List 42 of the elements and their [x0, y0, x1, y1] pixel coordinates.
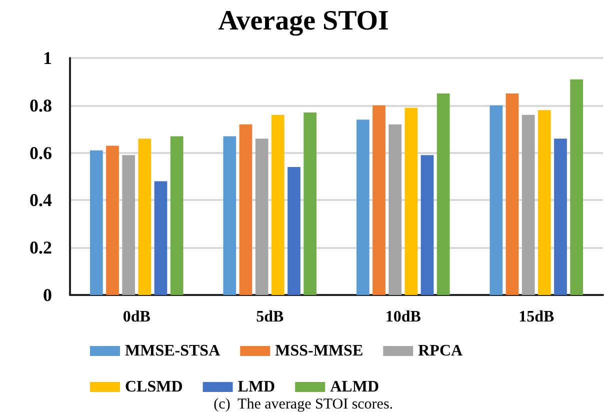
bar: [490, 105, 503, 295]
bar: [506, 94, 519, 295]
bar: [223, 136, 236, 295]
bar: [404, 108, 418, 295]
legend-label: ALMD: [330, 378, 379, 396]
bar: [304, 112, 317, 295]
legend-label: RPCA: [418, 342, 464, 360]
bar: [372, 105, 386, 295]
x-tick-label: 5dB: [256, 308, 284, 326]
bar: [436, 94, 450, 295]
bar: [554, 138, 567, 295]
bar: [90, 150, 103, 295]
y-tick-label: 0.6: [30, 142, 52, 163]
bar: [122, 155, 136, 295]
bar: [538, 110, 551, 295]
x-tick-label: 10dB: [385, 308, 422, 326]
bar: [255, 138, 268, 295]
bar: [239, 124, 252, 295]
y-tick-label: 0.4: [30, 190, 52, 210]
legend-label: MMSE-STSA: [125, 342, 221, 360]
bar: [388, 124, 402, 295]
legend-label: MSS-MMSE: [275, 342, 364, 360]
bar: [570, 79, 584, 295]
legend-label: CLSMD: [125, 378, 183, 396]
x-tick-label: 15dB: [518, 308, 554, 326]
y-tick-label: 0.8: [30, 95, 52, 116]
bar: [154, 181, 168, 295]
bar: [522, 114, 535, 295]
bar: [288, 167, 300, 295]
y-tick-label: 0.2: [30, 238, 52, 258]
y-tick-label: 0: [43, 285, 52, 305]
y-tick-label: 1: [43, 48, 52, 68]
chart-title: Average STOI: [218, 6, 389, 36]
bar: [138, 138, 152, 295]
bar: [356, 120, 370, 295]
bar: [106, 146, 119, 295]
text: (c) The average STOI scores.: [214, 396, 394, 412]
x-tick-label: 0dB: [122, 308, 151, 326]
legend-label: LMD: [238, 378, 276, 396]
bar: [271, 114, 284, 295]
bar: [420, 155, 434, 295]
bar: [170, 136, 184, 295]
